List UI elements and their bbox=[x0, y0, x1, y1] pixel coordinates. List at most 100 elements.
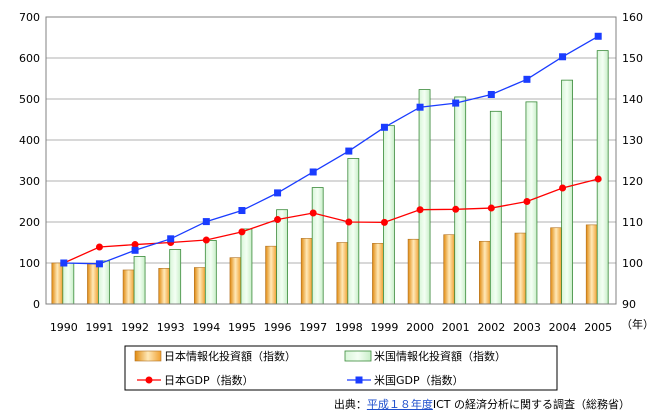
x-tick-label: 2002 bbox=[477, 321, 505, 334]
y-right-tick-label: 120 bbox=[622, 175, 643, 188]
bar-us-1993 bbox=[169, 249, 182, 305]
point-japan-1994 bbox=[202, 236, 210, 244]
bar-japan-2002 bbox=[479, 240, 491, 305]
x-tick-label: 2000 bbox=[406, 321, 434, 334]
point-us-2000 bbox=[416, 103, 424, 111]
point-us-2003 bbox=[523, 75, 531, 83]
bar-japan-1997 bbox=[300, 238, 313, 305]
bar-japan-1992 bbox=[122, 269, 135, 305]
point-us-1998 bbox=[345, 147, 353, 155]
axes: 0 100 200 300 400 500 600 700 90 100 110 120 130 140 1… bbox=[19, 11, 654, 334]
x-tick-label: 2005 bbox=[584, 321, 612, 334]
bar-japan-2000 bbox=[407, 238, 420, 305]
y-right-tick-label: 130 bbox=[622, 134, 643, 147]
x-tick-label: 1993 bbox=[157, 321, 185, 334]
bar-japan-1991 bbox=[87, 263, 99, 305]
bar-japan-2005 bbox=[585, 224, 598, 305]
point-us-1990 bbox=[60, 259, 68, 267]
point-japan-1998 bbox=[345, 218, 353, 226]
point-us-2002 bbox=[487, 90, 495, 98]
bar-us-1999 bbox=[383, 125, 395, 305]
legend-swatch-us-investment bbox=[344, 350, 372, 362]
y-right-tick-label: 150 bbox=[622, 52, 643, 65]
y-left-tick-label: 200 bbox=[19, 216, 40, 229]
point-us-2004 bbox=[559, 53, 567, 61]
bar-us-2000 bbox=[418, 89, 431, 305]
bar-us-1992 bbox=[133, 256, 146, 305]
x-tick-label: 1994 bbox=[192, 321, 220, 334]
x-tick-label: 1999 bbox=[370, 321, 398, 334]
point-japan-1991 bbox=[95, 243, 103, 251]
bar-japan-1998 bbox=[336, 242, 349, 305]
x-tick-label: 1996 bbox=[264, 321, 292, 334]
x-tick-label: 1992 bbox=[121, 321, 149, 334]
point-japan-2003 bbox=[523, 198, 531, 205]
plot-frame bbox=[45, 16, 617, 305]
bars bbox=[51, 50, 609, 305]
point-japan-2001 bbox=[452, 205, 460, 213]
legend-label-us-investment: 米国情報化投資額（指数） bbox=[374, 349, 506, 363]
point-us-1994 bbox=[202, 218, 210, 226]
y-right-tick-label: 110 bbox=[622, 216, 643, 229]
x-axis-unit: （年） bbox=[621, 317, 654, 331]
bar-japan-1990 bbox=[51, 262, 64, 305]
point-japan-1992 bbox=[131, 241, 139, 249]
legend-swatch-japan-investment bbox=[134, 350, 162, 362]
legend: 日本情報化投資額（指数） 米国情報化投資額（指数） 日本GDP（指数） 米国GDP（指… bbox=[124, 345, 558, 391]
bar-us-1990 bbox=[62, 262, 75, 305]
point-us-2001 bbox=[452, 99, 460, 107]
bar-us-1996 bbox=[276, 209, 288, 305]
bar-japan-2001 bbox=[443, 234, 455, 305]
y-left-tick-label: 700 bbox=[19, 11, 40, 24]
lines bbox=[60, 32, 602, 268]
bar-japan-1996 bbox=[265, 245, 277, 305]
bar-us-1997 bbox=[311, 187, 324, 305]
point-us-1997 bbox=[309, 168, 317, 176]
bar-japan-2004 bbox=[550, 227, 562, 305]
point-us-1992 bbox=[131, 246, 139, 254]
point-japan-2005 bbox=[594, 175, 602, 183]
bar-us-2001 bbox=[454, 96, 467, 305]
source-link[interactable]: 平成１８年度 bbox=[366, 398, 433, 411]
point-us-1996 bbox=[274, 189, 282, 197]
y-right-tick-label: 90 bbox=[622, 298, 636, 311]
x-tick-label: 2003 bbox=[513, 321, 541, 334]
x-tick-label: 2004 bbox=[549, 321, 577, 334]
legend-marker-japan-gdp bbox=[145, 376, 153, 384]
y-left-tick-label: 300 bbox=[19, 175, 40, 188]
y-left-tick-label: 500 bbox=[19, 93, 40, 106]
point-us-1999 bbox=[380, 123, 388, 131]
y-right-tick-label: 100 bbox=[622, 257, 643, 270]
x-tick-label: 1995 bbox=[228, 321, 256, 334]
bar-japan-1995 bbox=[229, 257, 242, 305]
bar-japan-1993 bbox=[158, 268, 170, 305]
point-japan-1999 bbox=[380, 218, 388, 226]
bar-us-1998 bbox=[347, 158, 360, 305]
point-japan-1995 bbox=[238, 228, 246, 236]
x-tick-label: 1990 bbox=[50, 321, 78, 334]
bar-us-2004 bbox=[561, 79, 573, 305]
y-left-tick-label: 0 bbox=[33, 298, 40, 311]
point-japan-2000 bbox=[416, 206, 424, 214]
legend-label-us-gdp: 米国GDP（指数） bbox=[374, 373, 464, 387]
x-tick-label: 2001 bbox=[442, 321, 470, 334]
bar-us-1991 bbox=[98, 260, 110, 305]
legend-label-japan-gdp: 日本GDP（指数） bbox=[164, 373, 254, 387]
point-japan-2002 bbox=[487, 204, 495, 212]
point-japan-1996 bbox=[274, 216, 282, 224]
y-right-tick-label: 160 bbox=[622, 11, 643, 24]
y-left-tick-label: 100 bbox=[19, 257, 40, 270]
x-tick-label: 1998 bbox=[335, 321, 363, 334]
y-left-tick-label: 600 bbox=[19, 52, 40, 65]
bar-japan-1999 bbox=[372, 243, 384, 305]
source-prefix: 出典： bbox=[333, 398, 367, 411]
x-tick-label: 1997 bbox=[299, 321, 327, 334]
point-japan-1997 bbox=[309, 209, 317, 217]
x-tick-label: 1991 bbox=[85, 321, 113, 334]
source-note: 出典：平成１８年度ICT の経済分析に関する調査（総務省） bbox=[334, 396, 630, 412]
point-japan-2004 bbox=[559, 184, 567, 192]
point-us-1993 bbox=[167, 235, 175, 243]
line-japan-gdp bbox=[63, 178, 599, 264]
source-suffix: ICT の経済分析に関する調査（総務省） bbox=[432, 398, 630, 411]
